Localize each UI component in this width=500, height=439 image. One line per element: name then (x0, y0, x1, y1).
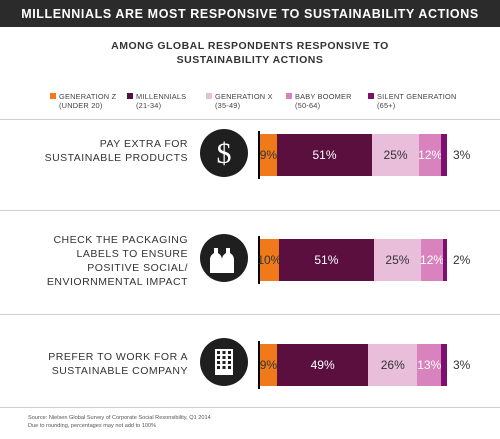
legend-swatch (206, 93, 212, 99)
row-label-prefer-work: PREFER TO WORK FOR A SUSTAINABLE COMPANY (0, 350, 188, 378)
legend-range: (21-34) (136, 101, 162, 110)
chart-banner-title: MILLENNIALS ARE MOST RESPONSIVE TO SUSTA… (0, 0, 500, 27)
legend-swatch (368, 93, 374, 99)
row-label-check-packaging: CHECK THE PACKAGING LABELS TO ENSURE POS… (0, 233, 188, 289)
row-label-line: LABELS TO ENSURE (76, 248, 188, 260)
data-label-generation-x: 26% (380, 358, 405, 372)
dollar-icon: $ (200, 129, 248, 177)
row-label-line: POSITIVE SOCIAL/ (87, 262, 188, 274)
legend-swatch (127, 93, 133, 99)
bar-segment-millennials (278, 239, 375, 281)
subtitle-line-1: AMONG GLOBAL RESPONDENTS RESPONSIVE TO (111, 40, 389, 52)
legend-range: (65+) (377, 101, 396, 110)
data-label-silent-generation: 3% (453, 358, 471, 372)
legend-range: (UNDER 20) (59, 101, 103, 110)
bar-segment-silent-generation (441, 344, 447, 386)
bar-segment-silent-generation (441, 134, 447, 176)
row-separator (0, 210, 500, 211)
data-label-generation-z: 10% (257, 253, 282, 267)
bar-segment-generation-x (372, 134, 419, 176)
data-label-millennials: 51% (312, 148, 337, 162)
bar-segment-generation-z (260, 344, 277, 386)
bar-segment-baby-boomer (417, 344, 442, 386)
row-separator (0, 119, 500, 120)
row-label-line: SUSTAINABLE PRODUCTS (44, 152, 188, 164)
building-icon-glyph (215, 349, 233, 375)
legend-swatch (50, 93, 56, 99)
row-label-line: ENVIORNMENTAL IMPACT (46, 276, 188, 288)
bar-segment-baby-boomer (418, 134, 442, 176)
data-label-millennials: 49% (310, 358, 335, 372)
dollar-icon-glyph: $ (217, 137, 232, 170)
data-label-generation-z: 9% (259, 358, 278, 372)
legend-label: BABY BOOMER (295, 92, 352, 101)
bar-segment-generation-z (260, 239, 279, 281)
data-label-generation-z: 9% (259, 148, 278, 162)
bar-segment-baby-boomer (420, 239, 444, 281)
row-label-line: PAY EXTRA FOR (99, 138, 188, 150)
data-label-baby-boomer: 12% (418, 148, 443, 162)
data-label-generation-x: 25% (385, 253, 410, 267)
bottles-icon (200, 234, 248, 282)
bar-segment-generation-x (374, 239, 421, 281)
bar-segment-silent-generation (443, 239, 447, 281)
bar-segment-generation-z (260, 134, 277, 176)
legend-label: MILLENNIALS (136, 92, 187, 101)
source-text: Source: Nielsen Global Survey of Corpora… (28, 415, 211, 421)
bar-segment-millennials (276, 134, 373, 176)
bar-segment-millennials (276, 344, 369, 386)
data-label-baby-boomer: 12% (420, 253, 445, 267)
data-label-generation-x: 25% (383, 148, 408, 162)
rounding-note: Due to rounding, percentages may not add… (28, 422, 157, 429)
legend-range: (35-49) (215, 101, 241, 110)
source-note: Source: Nielsen Global Survey of Corpora… (28, 415, 211, 430)
data-label-millennials: 51% (314, 253, 339, 267)
legend-range: (50-64) (295, 101, 321, 110)
legend-label: GENERATION Z (59, 92, 117, 101)
row-label-pay-extra: PAY EXTRA FOR SUSTAINABLE PRODUCTS (0, 137, 188, 165)
data-label-baby-boomer: 13% (417, 358, 442, 372)
data-label-silent-generation: 2% (453, 253, 471, 267)
legend-label: GENERATION X (215, 92, 273, 101)
bar-segment-generation-x (368, 344, 418, 386)
legend-label: SILENT GENERATION (377, 92, 457, 101)
row-label-line: SUSTAINABLE COMPANY (51, 365, 188, 377)
row-label-line: PREFER TO WORK FOR A (48, 351, 188, 363)
bar-baseline (258, 341, 260, 389)
building-icon (200, 338, 248, 386)
svg-text:$: $ (217, 137, 232, 170)
row-separator (0, 314, 500, 315)
chart-subtitle: AMONG GLOBAL RESPONDENTS RESPONSIVE TO S… (0, 39, 500, 67)
bottles-icon-glyph (210, 248, 234, 273)
row-label-line: CHECK THE PACKAGING (53, 234, 188, 246)
legend-swatch (286, 93, 292, 99)
row-separator (0, 407, 500, 408)
data-label-silent-generation: 3% (453, 148, 471, 162)
bar-baseline (258, 131, 260, 179)
subtitle-line-2: SUSTAINABILITY ACTIONS (176, 54, 324, 66)
bar-baseline (258, 236, 260, 284)
